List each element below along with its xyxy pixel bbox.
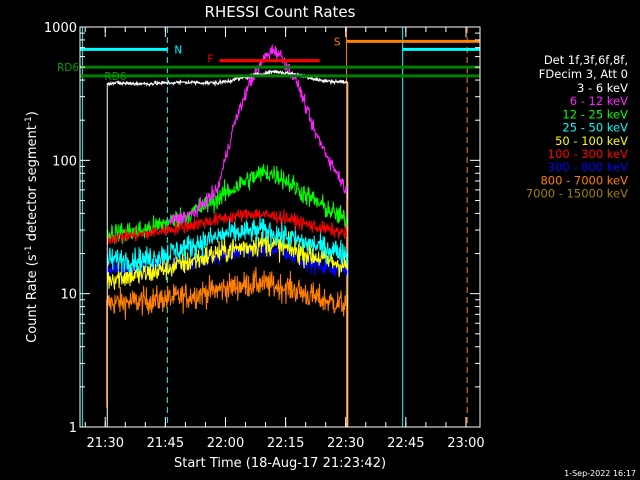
flag-label: RD6 — [104, 71, 126, 83]
y-tick-label: 10 — [60, 288, 77, 303]
legend-entry: 3 - 6 keV — [577, 81, 628, 95]
legend-entry: 7000 - 15000 keV — [526, 187, 628, 201]
x-axis: 21:30 21:45 22:00 22:15 22:30 22:45 23:00 — [84, 27, 485, 451]
x-tick-label: 22:30 — [327, 436, 364, 451]
series-line — [106, 217, 349, 273]
legend: Det 1f,3f,6f,8f, FDecim 3, Att 0 3 - 6 k… — [526, 53, 628, 201]
y-axis-title: Count Rate (s-1 detector segment-1) — [24, 111, 40, 343]
footer-date: 1-Sep-2022 16:17 — [564, 469, 636, 478]
flag-label: N — [174, 44, 182, 56]
x-tick-label: 22:15 — [267, 436, 304, 451]
y-axis: 1 10 100 1000 — [44, 21, 480, 436]
y-axis-title-part2: detector segment — [25, 125, 40, 245]
legend-header-2: FDecim 3, Att 0 — [539, 67, 628, 81]
x-tick-label: 21:45 — [147, 436, 184, 451]
chart-title: RHESSI Count Rates — [205, 3, 356, 21]
y-axis-title-part1: Count Rate (s — [25, 254, 40, 343]
legend-entry: 800 - 7000 keV — [540, 173, 628, 187]
legend-entry: 25 - 50 keV — [562, 121, 628, 135]
y-tick-label: 1000 — [44, 21, 77, 36]
plot-area — [80, 27, 480, 427]
legend-header-1: Det 1f,3f,6f,8f, — [544, 53, 628, 67]
legend-entry: 300 - 800 keV — [548, 160, 628, 174]
series-line — [106, 231, 349, 290]
x-tick-label: 22:00 — [207, 436, 244, 451]
flag-label: F — [207, 54, 213, 66]
series-line — [106, 266, 349, 320]
flag-label: S — [334, 36, 341, 48]
x-axis-title: Start Time (18-Aug-17 21:23:42) — [174, 456, 386, 471]
x-tick-label: 23:00 — [447, 436, 484, 451]
legend-entry: 12 - 25 keV — [562, 107, 628, 121]
legend-entry: 50 - 100 keV — [555, 134, 628, 148]
flag-label: RD6 — [57, 62, 79, 74]
legend-entry: 100 - 300 keV — [548, 147, 628, 161]
x-tick-label: 21:30 — [87, 436, 124, 451]
series-line — [106, 208, 349, 245]
y-axis-title-part3: ) — [25, 111, 40, 116]
series-line — [106, 163, 349, 245]
y-axis-title-sup1: -1 — [24, 245, 34, 254]
x-tick-label: 22:45 — [387, 436, 424, 451]
y-tick-label: 100 — [52, 154, 77, 169]
legend-entry: 6 - 12 keV — [570, 94, 628, 108]
y-axis-title-sup2: -1 — [24, 116, 34, 125]
plot-frame — [79, 26, 481, 428]
y-tick-label: 1 — [69, 421, 77, 436]
